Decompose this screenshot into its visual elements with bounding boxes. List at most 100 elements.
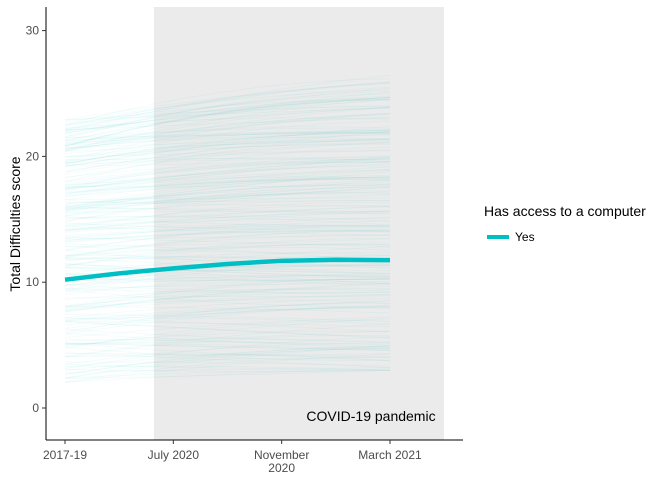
trajectory-line [64, 279, 391, 286]
trajectory-line [64, 161, 390, 178]
trajectory-line [64, 333, 391, 349]
trajectory-line [64, 114, 391, 162]
trajectory-line [64, 321, 391, 339]
trajectory-line [64, 220, 390, 240]
trajectory-line [64, 107, 391, 121]
trajectory-line [64, 317, 391, 333]
covid-shaded-region [153, 7, 444, 440]
trajectory-line [64, 193, 390, 205]
trajectory-line [64, 191, 390, 210]
trajectory-line [64, 105, 390, 134]
trajectory-line [64, 134, 390, 165]
trajectory-line [64, 291, 390, 307]
trajectory-line [64, 187, 391, 212]
trajectory-line [64, 186, 390, 205]
trajectory-line [64, 175, 390, 209]
trajectory-line [64, 234, 390, 240]
trajectory-line [64, 131, 391, 172]
trajectory-line [64, 317, 391, 325]
trajectory-line [64, 357, 391, 371]
series-lines [64, 257, 391, 282]
x-tick-label: 2017-19 [43, 448, 87, 462]
trajectory-line [64, 117, 391, 131]
trajectory-line [64, 284, 390, 296]
trajectory-line [64, 255, 390, 259]
trajectory-line [64, 97, 391, 134]
x-tick-label: March 2021 [358, 448, 422, 462]
trajectory-line [64, 178, 391, 198]
trajectory-line [64, 283, 391, 313]
trajectory-line [64, 299, 391, 310]
trajectory-line [64, 339, 391, 348]
trajectory-line [64, 186, 391, 222]
trajectory-line [64, 131, 390, 150]
trajectory-line [64, 224, 390, 237]
trajectory-line [64, 234, 390, 257]
trajectory-line [64, 238, 391, 248]
trajectory-line [64, 207, 391, 213]
trajectory-line [64, 82, 391, 131]
trajectory-line [64, 229, 390, 241]
trajectory-line [64, 317, 391, 348]
trajectory-line [64, 229, 391, 243]
trajectory-line [64, 281, 390, 308]
trajectory-line [64, 87, 391, 132]
trajectory-line [64, 194, 391, 206]
trajectory-line [64, 146, 390, 191]
trajectory-line [64, 215, 391, 222]
trajectory-line [64, 330, 391, 346]
y-tick-label: 0 [32, 401, 39, 415]
trajectory-line [64, 304, 391, 335]
trajectory-line [64, 294, 390, 312]
trajectory-line [64, 278, 390, 293]
trajectory-line [64, 347, 390, 375]
trajectory-line [64, 113, 391, 147]
trajectory-line [64, 222, 390, 232]
trajectory-line [64, 155, 390, 188]
trajectory-line [64, 177, 390, 193]
trajectory-line [64, 155, 391, 190]
trajectory-line [64, 158, 391, 167]
trajectory-line [64, 156, 390, 161]
trajectory-line [64, 99, 391, 133]
trajectory-line [64, 288, 390, 294]
trajectory-line [64, 229, 390, 257]
trajectory-line [64, 276, 390, 282]
trajectory-line [64, 300, 391, 326]
trajectory-line [64, 139, 390, 164]
trajectory-line [64, 346, 390, 376]
trajectory-line [64, 180, 391, 216]
trajectory-line [64, 99, 390, 147]
trajectory-line [64, 184, 390, 188]
trajectory-line [64, 368, 390, 374]
trajectory-line [64, 246, 391, 258]
trajectory-line [64, 216, 391, 226]
trajectory-line [64, 365, 391, 371]
trajectory-line [64, 125, 391, 167]
trajectory-line [64, 184, 390, 211]
trajectory-line [64, 177, 390, 201]
trajectory-line [64, 192, 391, 217]
y-tick-label: 30 [26, 24, 40, 38]
trajectory-line [64, 205, 391, 228]
trajectory-line [64, 91, 391, 138]
trajectory-line [64, 138, 391, 183]
trajectory-line [64, 338, 391, 343]
trajectory-line [64, 149, 390, 158]
trajectory-line [64, 210, 391, 215]
trajectory-line [64, 257, 391, 270]
trajectory-line [64, 132, 391, 142]
trajectory-line [64, 300, 391, 321]
trajectory-line [64, 289, 390, 308]
trajectory-line [64, 237, 390, 267]
trajectory-line [64, 288, 391, 313]
trajectory-line [64, 91, 391, 142]
trajectory-line [64, 352, 390, 357]
trajectory-line [64, 175, 391, 197]
trajectory-line [64, 197, 390, 200]
y-tick-label: 20 [26, 149, 40, 163]
trajectory-line [64, 266, 390, 274]
trajectory-line [64, 131, 390, 141]
trajectory-line [64, 171, 391, 208]
